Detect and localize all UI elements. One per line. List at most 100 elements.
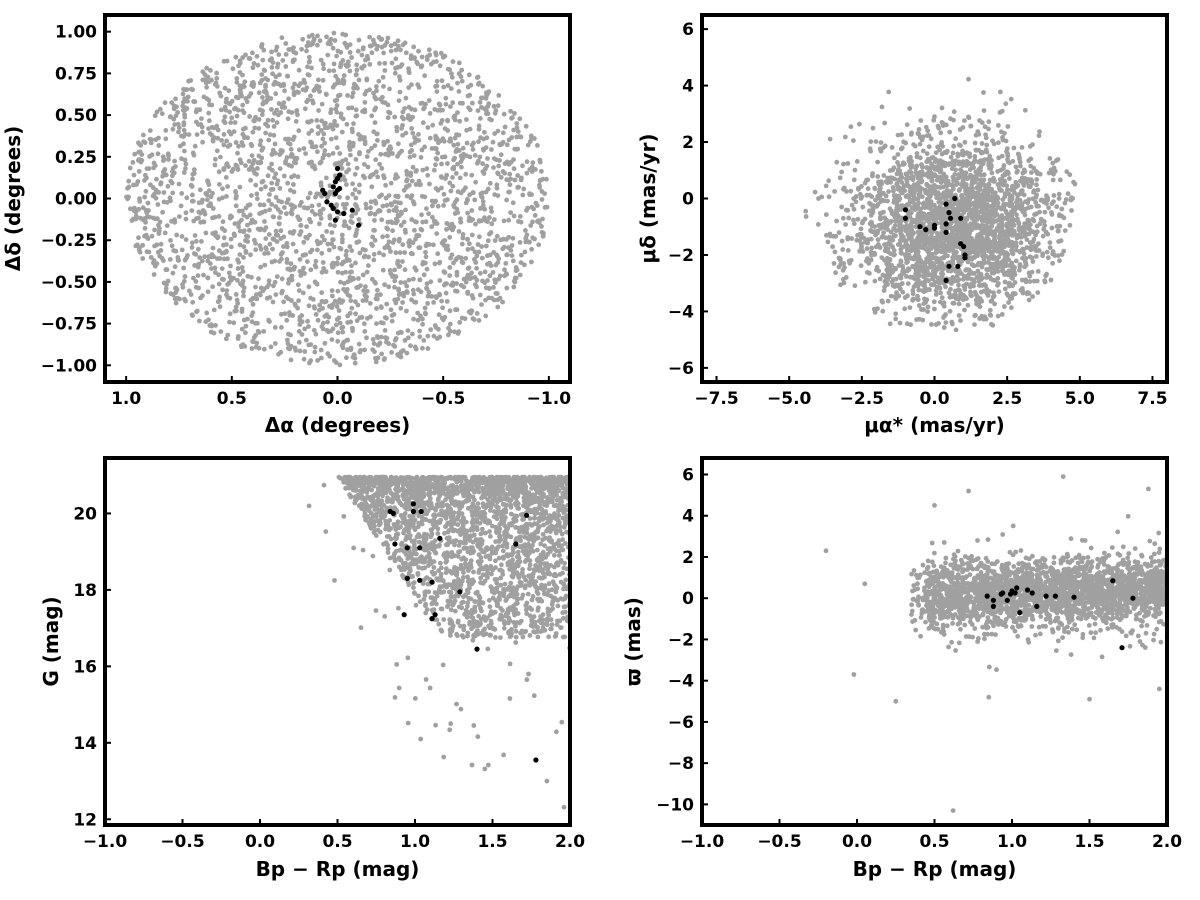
field-star-point — [181, 122, 187, 128]
field-star-point — [163, 172, 169, 178]
field-star-point — [839, 238, 845, 244]
field-star-point — [266, 198, 272, 204]
field-star-point — [834, 218, 839, 224]
field-star-point — [495, 171, 501, 177]
field-star-point — [402, 250, 408, 256]
field-star-point — [925, 156, 931, 162]
field-star-point — [1009, 305, 1014, 311]
field-star-point — [1067, 172, 1073, 178]
field-star-point — [472, 197, 478, 203]
field-star-point — [929, 177, 935, 183]
field-star-point — [938, 130, 944, 136]
field-star-point — [333, 161, 339, 167]
field-star-point — [986, 126, 991, 132]
field-star-point — [394, 128, 400, 134]
field-star-point — [868, 249, 874, 255]
field-star-point — [381, 252, 386, 258]
field-star-point — [470, 100, 475, 106]
field-star-point — [363, 205, 369, 211]
field-star-point — [978, 172, 984, 178]
field-star-point — [254, 191, 260, 197]
field-star-point — [210, 245, 216, 251]
field-star-point — [413, 299, 419, 305]
field-star-point — [157, 106, 163, 112]
field-star-point — [148, 182, 153, 188]
field-star-point — [988, 203, 994, 209]
field-star-point — [458, 255, 464, 261]
field-star-point — [978, 260, 983, 266]
field-star-point — [523, 123, 529, 129]
field-star-point — [313, 312, 319, 317]
field-star-point — [1005, 159, 1011, 165]
y-tick-label: 0.00 — [55, 190, 97, 210]
field-star-point — [305, 97, 311, 103]
field-star-point — [179, 247, 185, 253]
field-star-point — [931, 299, 937, 305]
field-star-point — [225, 332, 231, 338]
field-star-point — [385, 226, 391, 232]
field-star-point — [467, 215, 472, 221]
field-star-point — [425, 172, 431, 178]
field-star-point — [459, 315, 465, 321]
field-star-point — [161, 158, 166, 164]
field-star-point — [921, 301, 927, 306]
field-star-point — [475, 242, 481, 247]
field-star-point — [951, 143, 957, 149]
field-star-point — [183, 237, 189, 243]
field-star-point — [263, 225, 269, 231]
field-star-point — [996, 123, 1001, 128]
y-tick-label: 0.50 — [55, 106, 97, 126]
field-star-point — [370, 336, 376, 342]
field-star-point — [455, 331, 461, 336]
field-star-point — [179, 234, 185, 239]
field-star-point — [426, 98, 432, 103]
field-star-point — [194, 132, 200, 138]
field-star-point — [872, 186, 878, 192]
field-star-point — [341, 286, 346, 292]
field-star-point — [279, 35, 285, 41]
field-star-point — [231, 129, 237, 135]
field-star-point — [841, 185, 847, 191]
field-star-point — [932, 306, 937, 312]
field-star-point — [469, 308, 475, 314]
field-star-point — [1014, 217, 1019, 223]
field-star-point — [258, 246, 264, 252]
field-star-point — [197, 255, 203, 260]
field-star-point — [218, 154, 223, 160]
field-star-point — [222, 120, 228, 126]
field-star-point — [918, 258, 923, 263]
field-star-point — [528, 223, 534, 228]
field-star-point — [288, 261, 294, 266]
field-star-point — [431, 167, 437, 173]
field-star-point — [950, 150, 956, 156]
field-star-point — [185, 253, 190, 258]
field-star-point — [154, 176, 159, 182]
field-star-point — [845, 207, 851, 213]
field-star-point — [840, 247, 846, 252]
field-star-point — [245, 234, 251, 239]
field-star-point — [1050, 260, 1055, 266]
field-star-point — [858, 226, 864, 232]
field-star-point — [996, 289, 1002, 294]
field-star-point — [291, 189, 297, 195]
field-star-point — [398, 47, 403, 53]
field-star-point — [1030, 259, 1036, 264]
field-star-point — [430, 122, 436, 128]
field-star-point — [286, 280, 291, 286]
field-star-point — [437, 334, 443, 340]
field-star-point — [273, 47, 279, 53]
field-star-point — [225, 184, 231, 189]
field-star-point — [1050, 160, 1056, 166]
field-star-point — [285, 341, 291, 346]
field-star-point — [355, 207, 361, 212]
field-star-point — [309, 209, 315, 214]
field-star-point — [267, 165, 272, 171]
field-star-point — [266, 317, 271, 323]
field-star-point — [483, 243, 489, 249]
field-star-point — [233, 203, 239, 209]
field-star-point — [348, 152, 353, 158]
field-star-point — [257, 211, 262, 217]
field-star-point — [1037, 171, 1043, 177]
field-star-point — [824, 232, 829, 238]
field-star-point — [200, 139, 206, 145]
